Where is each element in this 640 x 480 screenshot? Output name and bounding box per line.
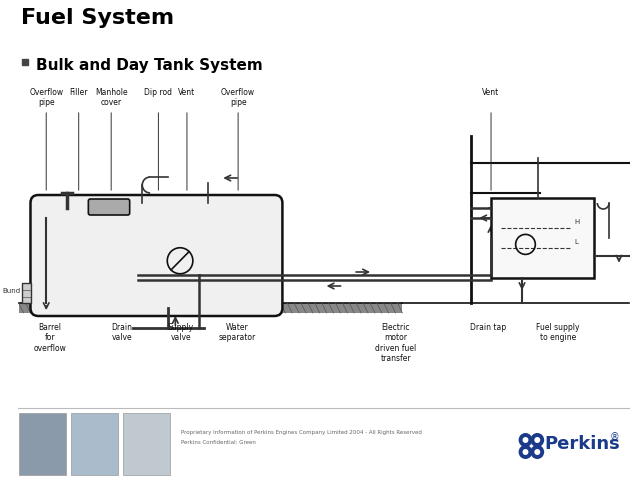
Text: Drain tap: Drain tap [470, 323, 506, 332]
Text: Manhole
cover: Manhole cover [95, 88, 127, 108]
Bar [71, 413, 118, 475]
Text: Vent: Vent [483, 88, 500, 97]
FancyBboxPatch shape [88, 199, 130, 215]
Text: Drain
valve: Drain valve [111, 323, 132, 342]
Text: Water
separator: Water separator [218, 323, 256, 342]
Text: Vent: Vent [179, 88, 196, 97]
Text: L: L [575, 239, 579, 245]
Text: Dip rod: Dip rod [145, 88, 172, 97]
Text: Overflow
pipe: Overflow pipe [221, 88, 255, 108]
Circle shape [522, 437, 529, 443]
Text: Filler: Filler [70, 88, 88, 97]
Circle shape [534, 449, 540, 455]
Text: Bulk and Day Tank System: Bulk and Day Tank System [36, 58, 263, 73]
Circle shape [534, 437, 540, 443]
Text: Fuel System: Fuel System [20, 8, 173, 28]
Circle shape [522, 449, 529, 455]
Bar [19, 303, 403, 313]
Circle shape [531, 445, 544, 459]
Bar [491, 198, 595, 278]
Text: Perkins: Perkins [544, 435, 620, 453]
Circle shape [531, 433, 544, 447]
Text: Perkins Confidential: Green: Perkins Confidential: Green [181, 440, 256, 445]
Circle shape [518, 433, 532, 447]
Text: Barrel
for
overflow: Barrel for overflow [34, 323, 67, 353]
Text: Electric
motor
driven fuel
transfer: Electric motor driven fuel transfer [375, 323, 416, 363]
Text: H: H [575, 219, 580, 226]
Text: ®: ® [609, 432, 619, 442]
FancyBboxPatch shape [31, 195, 282, 316]
Bar [19, 413, 66, 475]
Text: Overflow
pipe: Overflow pipe [29, 88, 63, 108]
Bar [22, 283, 31, 303]
Circle shape [518, 445, 532, 459]
Text: Proprietary Information of Perkins Engines Company Limited 2004 - All Rights Res: Proprietary Information of Perkins Engin… [181, 430, 422, 435]
Text: Supply
valve: Supply valve [168, 323, 194, 342]
Bar [123, 413, 170, 475]
Text: Fuel supply
to engine: Fuel supply to engine [536, 323, 580, 342]
Text: Bund: Bund [3, 288, 20, 294]
